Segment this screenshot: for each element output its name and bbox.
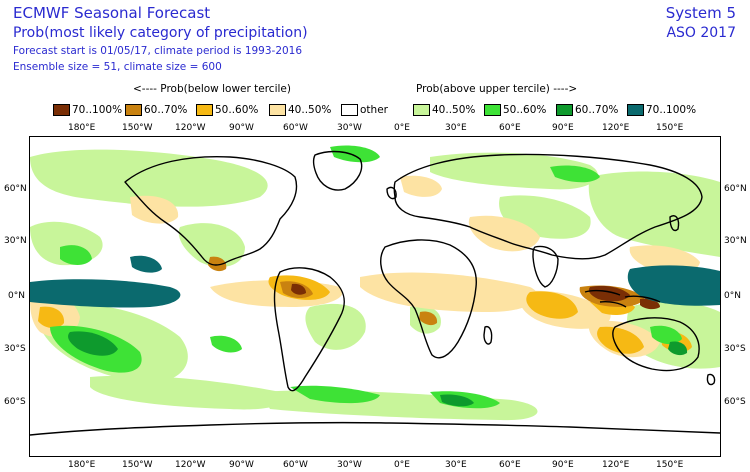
map-panel xyxy=(29,136,721,457)
legend-swatch xyxy=(627,104,644,116)
lon-tick-bottom: 90°W xyxy=(229,460,254,470)
legend-label: 50..60% xyxy=(215,104,259,116)
legend-label: 70..100% xyxy=(72,104,123,116)
legend-item: other xyxy=(341,103,388,117)
legend-swatch xyxy=(125,104,142,116)
legend-label: 40..50% xyxy=(288,104,332,116)
lon-tick-top: 90°W xyxy=(229,123,254,133)
lon-tick-bottom: 120°E xyxy=(602,460,630,470)
lon-tick-bottom: 60°W xyxy=(283,460,308,470)
period-label: ASO 2017 xyxy=(666,25,736,41)
coastlines xyxy=(30,150,720,436)
system-label: System 5 xyxy=(665,4,736,22)
lat-tick-right: 30°S xyxy=(724,344,746,354)
lon-tick-bottom: 0°E xyxy=(394,460,410,470)
legend-swatch xyxy=(53,104,70,116)
lon-tick-top: 30°E xyxy=(445,123,467,133)
lon-tick-top: 150°E xyxy=(656,123,684,133)
lat-tick-right: 60°N xyxy=(724,184,747,194)
legend-label: 60..70% xyxy=(575,104,619,116)
legend-item: 50..60% xyxy=(196,103,258,117)
lon-tick-top: 60°E xyxy=(499,123,521,133)
legend-label: 50..60% xyxy=(503,104,547,116)
legend-label: 40..50% xyxy=(432,104,476,116)
lon-tick-bottom: 150°W xyxy=(122,460,153,470)
lon-tick-top: 120°E xyxy=(602,123,630,133)
lon-tick-bottom: 90°E xyxy=(552,460,574,470)
legend-label: 60..70% xyxy=(144,104,188,116)
lon-tick-top: 90°E xyxy=(552,123,574,133)
lon-tick-bottom: 120°W xyxy=(175,460,206,470)
ensemble-info: Ensemble size = 51, climate size = 600 xyxy=(13,61,222,73)
legend-item: 40..50% xyxy=(413,103,475,117)
lon-tick-top: 120°W xyxy=(175,123,206,133)
lat-tick-right: 60°S xyxy=(724,397,746,407)
legend-label: 70..100% xyxy=(646,104,697,116)
forecast-info: Forecast start is 01/05/17, climate peri… xyxy=(13,45,303,57)
legend-swatch xyxy=(556,104,573,116)
legend-item: 60..70% xyxy=(125,103,187,117)
lon-tick-top: 60°W xyxy=(283,123,308,133)
map-title: ECMWF Seasonal Forecast xyxy=(13,4,211,22)
legend-item: 60..70% xyxy=(556,103,618,117)
lon-tick-top: 150°W xyxy=(122,123,153,133)
legend-item: 50..60% xyxy=(484,103,546,117)
lon-tick-bottom: 30°E xyxy=(445,460,467,470)
shading-above-60-70 xyxy=(68,331,688,407)
legend-swatch xyxy=(484,104,501,116)
lat-tick-left: 60°S xyxy=(4,397,26,407)
legend-swatch xyxy=(269,104,286,116)
shading-above-40-50 xyxy=(30,149,720,421)
lat-tick-right: 0°N xyxy=(724,291,741,301)
lon-tick-bottom: 150°E xyxy=(656,460,684,470)
lon-tick-bottom: 30°W xyxy=(337,460,362,470)
lon-tick-bottom: 180°E xyxy=(68,460,96,470)
lat-tick-right: 30°N xyxy=(724,236,747,246)
legend-swatch xyxy=(413,104,430,116)
legend-item: 70..100% xyxy=(627,103,696,117)
above-caption: Prob(above upper tercile) ----> xyxy=(416,83,578,95)
lat-tick-left: 60°N xyxy=(4,184,27,194)
legend-swatch xyxy=(341,104,358,116)
legend-item: 70..100% xyxy=(53,103,122,117)
lon-tick-top: 30°W xyxy=(337,123,362,133)
precipitation-map xyxy=(30,137,720,456)
lat-tick-left: 30°S xyxy=(4,344,26,354)
legend-item: 40..50% xyxy=(269,103,331,117)
below-caption: <---- Prob(below lower tercile) xyxy=(133,83,291,95)
lon-tick-top: 0°E xyxy=(394,123,410,133)
lon-tick-top: 180°E xyxy=(68,123,96,133)
lon-tick-bottom: 60°E xyxy=(499,460,521,470)
lat-tick-left: 30°N xyxy=(4,236,27,246)
map-subtitle: Prob(most likely category of precipitati… xyxy=(13,25,308,41)
lat-tick-left: 0°N xyxy=(8,291,25,301)
legend-label: other xyxy=(360,104,388,116)
shading-above-70-100 xyxy=(30,255,720,308)
legend-swatch xyxy=(196,104,213,116)
